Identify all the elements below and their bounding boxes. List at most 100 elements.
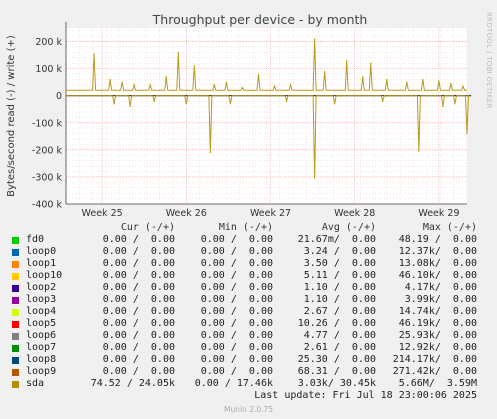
legend-avg: 3.03k/ 30.45k xyxy=(297,378,376,389)
data-point xyxy=(113,103,115,105)
data-point xyxy=(382,100,384,102)
y-axis-label: Bytes/second read (-) / write (+) xyxy=(6,35,17,197)
data-point xyxy=(442,105,444,108)
last-update: Last update: Fri Jul 18 23:00:06 2025 xyxy=(254,390,477,401)
data-point xyxy=(133,84,135,86)
legend-max: 48.19 / 0.00 xyxy=(398,234,477,245)
data-point xyxy=(362,76,364,78)
legend-header-row: Cur (-/+) Min (-/+) Avg (-/+) Max (-/+) xyxy=(0,222,497,234)
legend-max: 46.19k/ 0.00 xyxy=(398,318,477,329)
legend-max: 214.17k/ 0.00 xyxy=(392,354,477,365)
x-tick-label: Week 25 xyxy=(82,208,123,219)
y-tick-label: -400 k xyxy=(32,200,63,211)
data-point xyxy=(165,76,167,78)
data-point xyxy=(129,105,131,108)
legend-swatch-icon xyxy=(12,356,19,364)
legend-cur: 0.00 / 0.00 xyxy=(102,366,175,377)
rrdtool-credit: RRDTOOL / TOBI OETIKER xyxy=(485,12,493,109)
throughput-chart: 200 k 100 k 0 -100 k -200 k -300 k -400 k Week… xyxy=(6,12,471,219)
data-point xyxy=(257,73,260,75)
legend-header-max: Max (-/+) xyxy=(422,222,477,233)
series-line xyxy=(66,38,467,91)
legend-swatch-icon xyxy=(12,308,19,316)
data-point xyxy=(454,103,456,105)
legend-row-loop1: loop1 0.00 / 0.00 0.00 / 0.00 3.50 / 0.00 13… xyxy=(0,258,497,270)
data-point xyxy=(289,84,292,86)
legend-avg: 5.11 / 0.00 xyxy=(303,270,376,281)
legend-header-avg: Avg (-/+) xyxy=(321,222,376,233)
legend-cur: 0.00 / 0.00 xyxy=(102,318,175,329)
legend-min: 0.00 / 0.00 xyxy=(200,246,273,257)
data-point xyxy=(324,70,326,72)
legend-swatch-icon xyxy=(12,380,19,388)
legend-name: sda xyxy=(26,378,45,389)
legend-row-loop7: loop7 0.00 / 0.00 0.00 / 0.00 2.61 / 0.00 12… xyxy=(0,342,497,354)
series-group xyxy=(66,38,470,179)
legend-avg: 2.61 / 0.00 xyxy=(303,342,376,353)
legend-row-sda: sda 74.52 / 24.05k 0.00 / 17.46k 3.03k/ 30.… xyxy=(0,378,497,390)
legend-cur: 0.00 / 0.00 xyxy=(102,246,175,257)
legend-max: 3.99k/ 0.00 xyxy=(404,294,477,305)
legend-avg: 1.10 / 0.00 xyxy=(303,294,376,305)
data-point xyxy=(241,86,244,89)
y-axis: 200 k 100 k 0 -100 k -200 k -300 k -400 k xyxy=(32,22,67,211)
legend-max: 4.17k/ 0.00 xyxy=(404,282,477,293)
legend-min: 0.00 / 0.00 xyxy=(200,318,273,329)
series-line xyxy=(66,95,470,179)
x-tick-label: Week 28 xyxy=(334,208,375,219)
legend-swatch-icon xyxy=(12,272,19,280)
data-point xyxy=(153,100,155,102)
x-tick-label: Week 26 xyxy=(166,208,207,219)
data-point xyxy=(193,65,195,67)
y-tick-label: -300 k xyxy=(32,172,63,183)
munin-version: Munin 2.0.75 xyxy=(223,405,274,414)
data-point xyxy=(314,38,316,40)
legend-min: 0.00 / 0.00 xyxy=(200,342,273,353)
data-point xyxy=(209,151,211,154)
legend-cur: 0.00 / 0.00 xyxy=(102,258,175,269)
data-point xyxy=(73,89,75,91)
legend-name: loop9 xyxy=(26,366,57,377)
x-tick-label: Week 29 xyxy=(418,208,459,219)
x-tick-label: Week 27 xyxy=(250,208,291,219)
chart-title: Throughput per device - by month xyxy=(152,12,368,27)
data-point xyxy=(462,85,464,87)
legend-name: loop4 xyxy=(26,306,57,317)
y-tick-label: 0 xyxy=(56,91,62,102)
legend-row-fd0: fd0 0.00 / 0.00 0.00 / 0.00 21.67m/ 0.00 48.… xyxy=(0,234,497,246)
legend-max: 14.74k/ 0.00 xyxy=(398,306,477,317)
data-point xyxy=(93,53,95,55)
legend-avg: 25.30 / 0.00 xyxy=(297,354,376,365)
legend-avg: 3.50 / 0.00 xyxy=(303,258,376,269)
legend-name: loop0 xyxy=(26,246,57,257)
legend-swatch-icon xyxy=(12,344,19,352)
legend-name: loop10 xyxy=(26,270,63,281)
legend-swatch-icon xyxy=(12,320,19,328)
legend-row-loop2: loop2 0.00 / 0.00 0.00 / 0.00 1.10 / 0.00 4.… xyxy=(0,282,497,294)
legend-avg: 3.24 / 0.00 xyxy=(303,246,376,257)
legend-swatch-icon xyxy=(12,368,19,376)
data-point xyxy=(406,81,408,83)
data-point xyxy=(334,103,336,105)
legend-cur: 0.00 / 0.00 xyxy=(102,294,175,305)
legend-max: 12.37k/ 0.00 xyxy=(398,246,477,257)
legend-row-loop5: loop5 0.00 / 0.00 0.00 / 0.00 10.26 / 0.00 4… xyxy=(0,318,497,330)
data-point xyxy=(346,59,348,62)
legend-max: 12.92k/ 0.00 xyxy=(398,342,477,353)
data-point xyxy=(273,85,276,87)
legend-cur: 0.00 / 0.00 xyxy=(102,306,175,317)
legend-avg: 1.10 / 0.00 xyxy=(303,282,376,293)
legend-avg: 4.77 / 0.00 xyxy=(303,330,376,341)
legend-min: 0.00 / 17.46k xyxy=(194,378,273,389)
legend-row-loop0: loop0 0.00 / 0.00 0.00 / 0.00 3.24 / 0.00 12… xyxy=(0,246,497,258)
legend-min: 0.00 / 0.00 xyxy=(200,294,273,305)
legend-cur: 74.52 / 24.05k xyxy=(90,378,175,389)
legend-min: 0.00 / 0.00 xyxy=(200,258,273,269)
data-point xyxy=(121,81,123,83)
data-point xyxy=(229,103,232,105)
legend-cur: 0.00 / 0.00 xyxy=(102,330,175,341)
data-point xyxy=(422,78,424,81)
legend-swatch-icon xyxy=(12,260,19,268)
legend-name: loop8 xyxy=(26,354,57,365)
data-point xyxy=(386,78,388,81)
